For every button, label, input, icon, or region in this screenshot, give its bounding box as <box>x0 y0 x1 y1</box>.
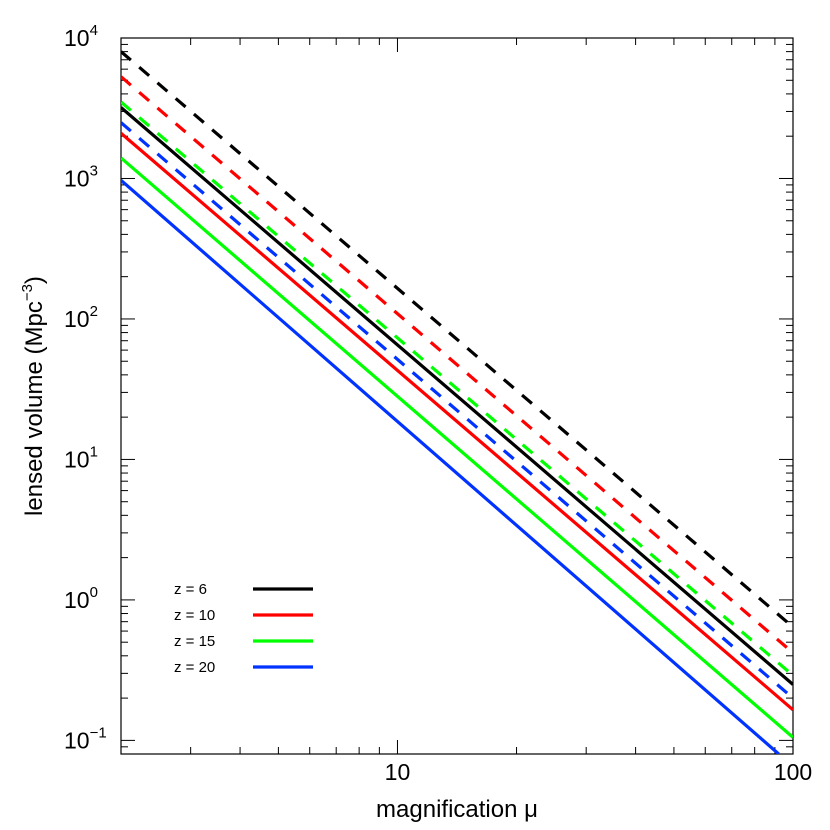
legend-label-2: z = 15 <box>174 633 215 650</box>
series-layer <box>121 50 793 754</box>
series-line-2 <box>121 156 793 739</box>
x-axis-label: magnification μ <box>376 796 538 823</box>
y-tick-label-base: 10 <box>64 446 90 472</box>
y-tick-label-4: 103 <box>64 162 98 191</box>
series-line-4-dashed <box>121 50 793 629</box>
series-line-0 <box>121 106 793 686</box>
y-tick-label-5: 104 <box>64 22 98 51</box>
series-line-1 <box>121 131 793 712</box>
y-tick-label-base: 10 <box>64 165 90 191</box>
legend-label-1: z = 10 <box>174 607 215 624</box>
y-tick-label-exp: 1 <box>90 443 98 460</box>
series-line-3 <box>121 179 780 754</box>
y-tick-label-base: 10 <box>64 25 90 51</box>
y-tick-label-1: 100 <box>64 584 98 613</box>
axis-ticks <box>120 37 794 755</box>
y-tick-label-base: 10 <box>64 727 90 753</box>
y-tick-label-exp: 0 <box>90 584 98 601</box>
legend-label-0: z = 6 <box>174 581 207 598</box>
legend-label-3: z = 20 <box>174 659 215 676</box>
y-tick-label-3: 102 <box>64 303 98 332</box>
y-axis-label-main: lensed volume (Mpc <box>21 301 48 516</box>
y-tick-label-exp: −1 <box>90 724 107 741</box>
series-line-5-dashed <box>121 75 793 655</box>
x-tick-label-1: 100 <box>774 759 812 785</box>
series-line-6-dashed <box>121 100 793 677</box>
y-tick-label-exp: 4 <box>90 22 98 39</box>
y-tick-label-base: 10 <box>64 306 90 332</box>
y-axis-label-suffix: ) <box>21 276 48 284</box>
y-tick-label-exp: 3 <box>90 162 98 179</box>
legend: z = 6 z = 10 z = 15 z = 20 <box>174 581 313 676</box>
y-axis-label-sup: −3 <box>19 284 36 301</box>
y-axis-label: lensed volume (Mpc−3) <box>19 276 48 516</box>
y-tick-label-exp: 2 <box>90 303 98 320</box>
y-tick-label-0: 10−1 <box>64 724 107 753</box>
y-tick-label-2: 101 <box>64 443 98 472</box>
x-tick-label-0: 10 <box>385 759 411 785</box>
series-line-7-dashed <box>121 121 793 700</box>
plot-frame <box>120 37 794 755</box>
y-tick-label-base: 10 <box>64 587 90 613</box>
